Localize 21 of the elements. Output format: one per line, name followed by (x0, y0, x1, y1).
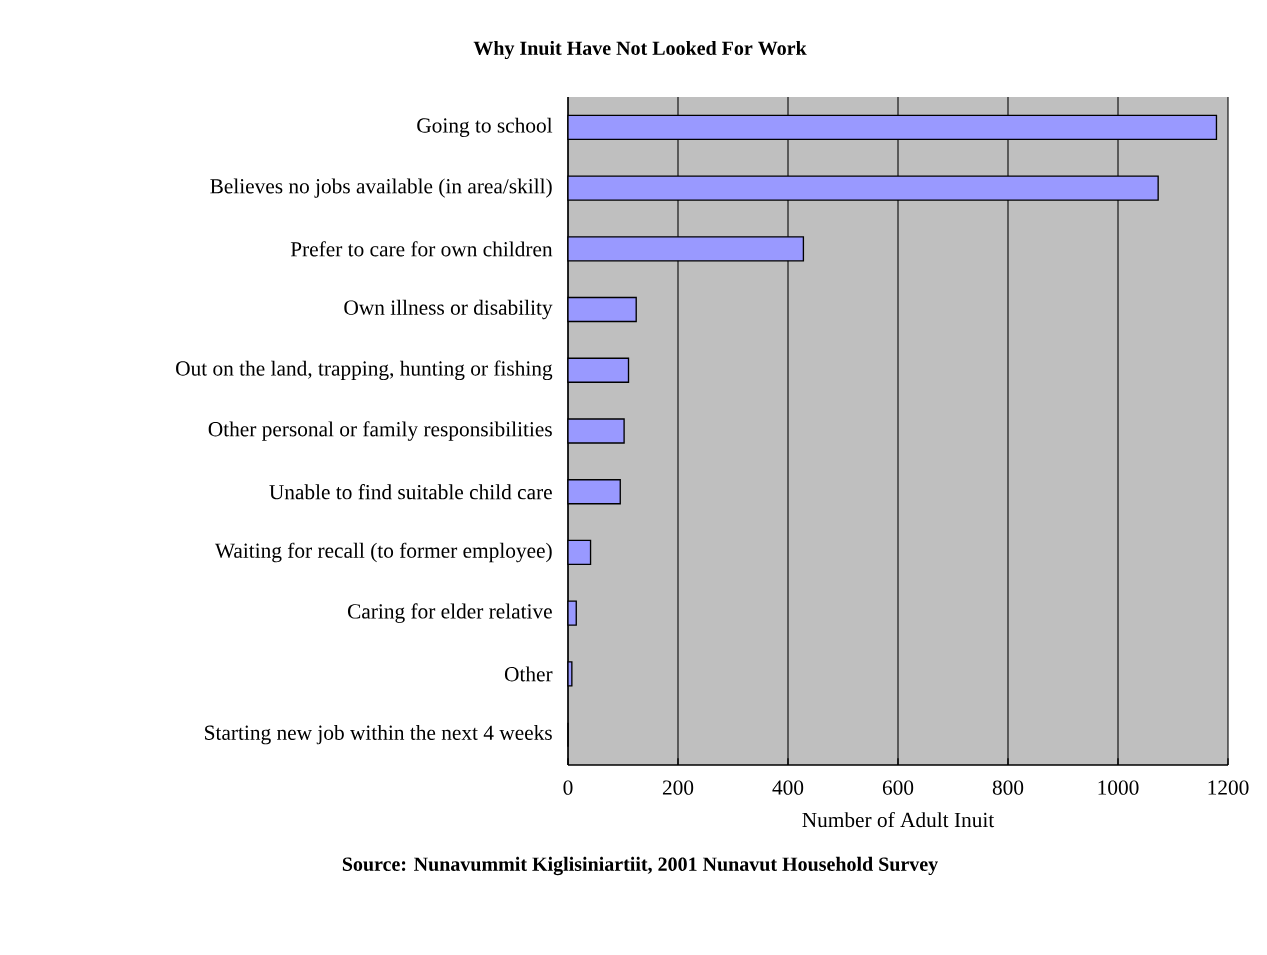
y-tick-label: Own illness or disability (344, 299, 553, 320)
y-tick-label: Other personal or family responsibilities (208, 421, 552, 441)
y-tick-label: Starting new job within the next 4 weeks (205, 724, 552, 745)
y-tick-label: Other (504, 666, 553, 682)
source-note: Source: Nunavummit Kiglisiniartiit, 2001 Nunavut Household Survey (342, 856, 938, 876)
y-tick-label: Unable to find suitable child care (269, 484, 552, 500)
y-tick-label: Waiting for recall (to former employee) (214, 542, 552, 563)
chart-title: Why Inuit Have Not Looked For Work (473, 40, 807, 60)
x-tick-label: 800 (992, 780, 1024, 795)
x-axis-title: Number of Adult Inuit (802, 811, 995, 828)
y-tick-label: Prefer to care for own children (290, 241, 553, 257)
y-tick-label: Believes no jobs available (in area/skill) (210, 178, 552, 198)
x-tick-label: 400 (772, 780, 804, 795)
y-tick-label: Caring for elder relative (347, 603, 552, 623)
x-tick-label: 600 (882, 780, 914, 795)
x-tick-label: 1000 (1098, 780, 1139, 795)
x-tick-label: 0 (563, 780, 573, 795)
x-tick-label: 200 (662, 780, 694, 795)
y-tick-label: Out on the land, trapping, hunting or fishing (176, 360, 553, 381)
x-tick-label: 1200 (1208, 780, 1249, 795)
y-tick-label: Going to school (417, 117, 553, 138)
